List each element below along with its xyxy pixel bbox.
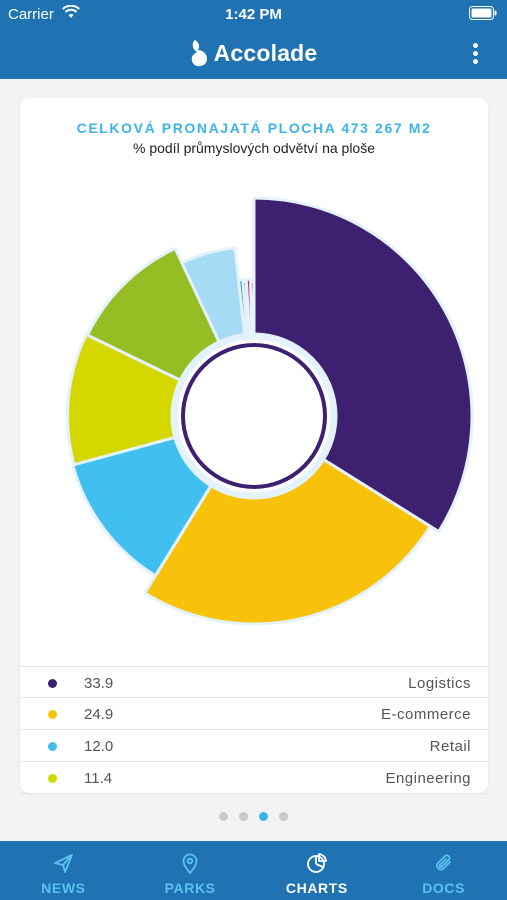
map-pin-icon xyxy=(182,853,198,874)
legend-row[interactable]: 24.9 E-commerce xyxy=(20,698,488,730)
legend-value: 12.0 xyxy=(84,738,114,755)
legend-row[interactable]: 33.9 Logistics xyxy=(20,666,488,698)
tab-news[interactable]: NEWS xyxy=(0,841,127,900)
legend-value: 33.9 xyxy=(84,675,114,692)
legend-label: Retail xyxy=(429,738,471,755)
tab-label: NEWS xyxy=(41,880,86,896)
chart-card: CELKOVÁ PRONAJATÁ PLOCHA 473 267 M2 % po… xyxy=(20,98,488,794)
paper-plane-icon xyxy=(54,854,74,873)
tab-docs[interactable]: DOCS xyxy=(380,841,507,900)
tab-label: PARKS xyxy=(164,880,216,896)
page-dot[interactable] xyxy=(279,812,288,821)
legend-dot xyxy=(48,774,57,783)
page-dot[interactable] xyxy=(219,812,228,821)
legend-row[interactable]: 12.0 Retail xyxy=(20,730,488,762)
legend-label: Logistics xyxy=(408,675,471,692)
more-options-icon[interactable] xyxy=(471,43,479,65)
legend-value: 11.4 xyxy=(84,770,113,787)
nav-bar: Accolade xyxy=(0,30,507,76)
legend-label: Engineering xyxy=(385,770,471,787)
legend-label: E-commerce xyxy=(380,706,471,723)
tab-parks[interactable]: PARKS xyxy=(127,841,254,900)
tab-label: CHARTS xyxy=(285,880,348,896)
app-header: Carrier 1:42 PM Accolade xyxy=(0,0,507,79)
legend-dot xyxy=(48,679,57,688)
pie-chart-icon xyxy=(306,853,327,873)
polar-area-chart[interactable] xyxy=(20,98,488,658)
app-title: Accolade xyxy=(213,39,318,66)
page-dot[interactable] xyxy=(239,812,248,821)
accolade-logo-icon xyxy=(191,40,207,67)
chart-slice-e-commerce[interactable] xyxy=(143,414,432,626)
wifi-icon xyxy=(62,5,80,18)
status-time: 1:42 PM xyxy=(225,6,282,23)
status-bar: Carrier 1:42 PM xyxy=(0,0,507,28)
legend-row[interactable]: 11.4 Engineering xyxy=(20,762,488,794)
chart-legend: 33.9 Logistics 24.9 E-commerce 12.0 Retail 11.… xyxy=(20,666,488,794)
legend-dot xyxy=(48,742,57,751)
paperclip-icon xyxy=(435,854,451,871)
chart-subtitle: % podíl průmyslových odvětví na ploše xyxy=(132,140,375,156)
page-indicator[interactable] xyxy=(0,812,507,822)
legend-value: 24.9 xyxy=(84,706,114,723)
legend-dot xyxy=(48,710,57,719)
app-logo: Accolade xyxy=(0,38,507,68)
carrier-label: Carrier xyxy=(8,6,54,23)
chart-center-circle xyxy=(181,343,327,489)
chart-title: CELKOVÁ PRONAJATÁ PLOCHA 473 267 M2 xyxy=(76,120,432,136)
tab-bar: NEWS PARKS CHARTS DOCS xyxy=(0,841,507,900)
page-dot[interactable] xyxy=(259,812,268,821)
tab-label: DOCS xyxy=(422,880,466,896)
chart-slice-engineering[interactable] xyxy=(66,332,256,467)
tab-charts[interactable]: CHARTS xyxy=(254,841,381,900)
battery-icon xyxy=(469,6,497,20)
